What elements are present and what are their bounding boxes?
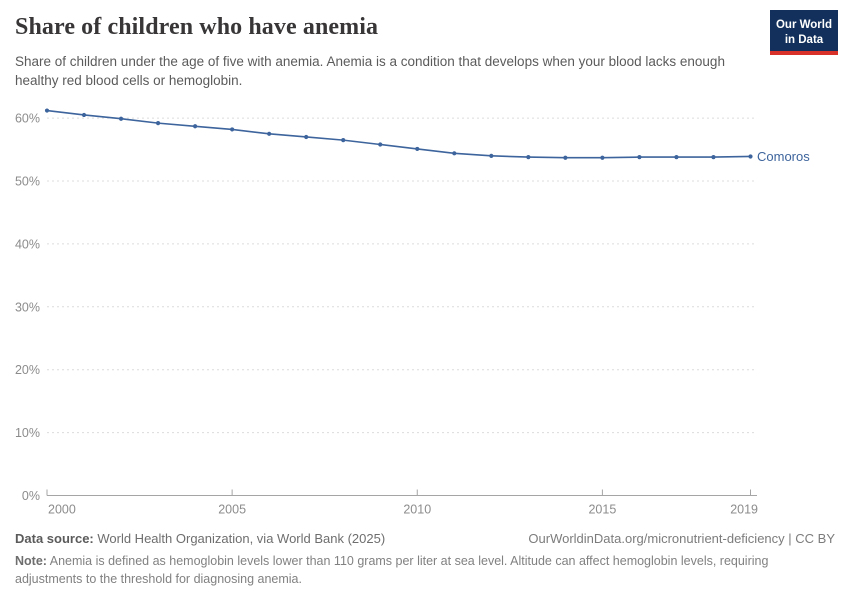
footer-link[interactable]: OurWorldinData.org/micronutrient-deficie… [528, 531, 835, 546]
page-subtitle: Share of children under the age of five … [15, 54, 725, 89]
data-point [748, 154, 753, 159]
data-point [230, 127, 235, 132]
data-point [711, 154, 716, 160]
y-tick-label: 60% [15, 112, 40, 126]
data-source-line: Data source: World Health Organization, … [15, 531, 385, 546]
data-point [44, 108, 50, 113]
data-source-text: World Health Organization, via World Ban… [93, 531, 386, 546]
y-tick-label: 0% [22, 489, 40, 503]
data-point [378, 142, 383, 147]
note-label: Note: [15, 554, 47, 568]
data-point [341, 138, 346, 143]
data-point [563, 155, 568, 160]
owid-logo-stripe [770, 51, 838, 55]
x-tick-label: 2015 [588, 503, 616, 517]
data-point [304, 134, 309, 140]
y-tick-label: 50% [15, 175, 40, 189]
x-tick-label: 2010 [403, 503, 431, 517]
data-point [193, 124, 198, 129]
y-tick-label: 40% [15, 237, 40, 251]
note-text: Anemia is defined as hemoglobin levels l… [15, 554, 769, 587]
data-point [526, 154, 531, 160]
y-tick-label: 20% [15, 363, 40, 377]
y-tick-label: 30% [15, 300, 40, 314]
trend-line [46, 109, 751, 159]
chart-footer: Data source: World Health Organization, … [15, 531, 835, 546]
data-point [267, 131, 272, 136]
data-point [415, 146, 420, 152]
line-chart[interactable]: 0% 10% 20% 30% 40% 50% 60% 2000 2005 2010 2015 2019… [0, 95, 850, 527]
data-point [674, 154, 679, 160]
owid-logo-text-line2: in Data [784, 33, 824, 46]
x-tick-label: 2005 [218, 503, 246, 517]
data-point [600, 155, 605, 160]
y-tick-label: 10% [15, 426, 40, 440]
owid-logo[interactable]: Our World in Data [770, 10, 838, 55]
data-point [452, 151, 457, 156]
x-tick-label: 2000 [48, 503, 76, 517]
chart-note: Note: Anemia is defined as hemoglobin le… [15, 552, 770, 588]
data-source-label: Data source: [15, 531, 94, 546]
data-point [118, 116, 124, 121]
owid-logo-text-line1: Our World [775, 19, 832, 32]
entity-label-comoros[interactable]: Comoros [757, 149, 810, 164]
data-point [637, 154, 642, 160]
page-title: Share of children who have anemia [15, 14, 379, 40]
data-point [155, 121, 161, 126]
data-point [489, 153, 494, 158]
data-point [81, 112, 87, 118]
x-tick-label: 2019 [730, 503, 758, 517]
